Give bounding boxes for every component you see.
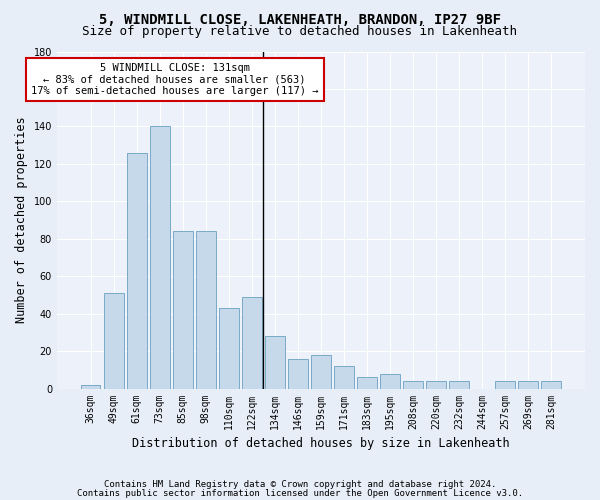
Bar [449, 381, 469, 388]
Text: 5, WINDMILL CLOSE, LAKENHEATH, BRANDON, IP27 9BF: 5, WINDMILL CLOSE, LAKENHEATH, BRANDON, … [99, 12, 501, 26]
Text: Contains HM Land Registry data © Crown copyright and database right 2024.: Contains HM Land Registry data © Crown c… [104, 480, 496, 489]
Bar [150, 126, 170, 388]
Text: Size of property relative to detached houses in Lakenheath: Size of property relative to detached ho… [83, 25, 517, 38]
Bar [219, 308, 239, 388]
Bar [173, 232, 193, 388]
Bar [265, 336, 284, 388]
Bar [403, 381, 423, 388]
Bar [311, 355, 331, 388]
Bar [518, 381, 538, 388]
Bar [127, 152, 146, 388]
Bar [357, 378, 377, 388]
Bar [288, 358, 308, 388]
Bar [81, 385, 100, 388]
Bar [104, 293, 124, 388]
X-axis label: Distribution of detached houses by size in Lakenheath: Distribution of detached houses by size … [132, 437, 510, 450]
Bar [426, 381, 446, 388]
Bar [196, 232, 215, 388]
Text: 5 WINDMILL CLOSE: 131sqm
← 83% of detached houses are smaller (563)
17% of semi-: 5 WINDMILL CLOSE: 131sqm ← 83% of detach… [31, 62, 319, 96]
Y-axis label: Number of detached properties: Number of detached properties [15, 116, 28, 324]
Bar [541, 381, 561, 388]
Bar [380, 374, 400, 388]
Bar [496, 381, 515, 388]
Bar [334, 366, 354, 388]
Bar [242, 297, 262, 388]
Text: Contains public sector information licensed under the Open Government Licence v3: Contains public sector information licen… [77, 488, 523, 498]
